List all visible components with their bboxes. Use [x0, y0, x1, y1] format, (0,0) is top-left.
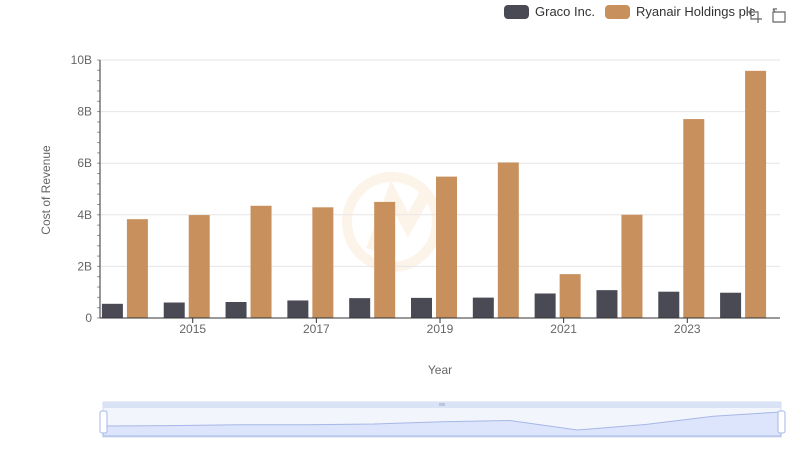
y-axis-label: Cost of Revenue	[39, 145, 53, 235]
bar-ryanair-2020[interactable]	[497, 162, 519, 318]
bar-graco-2019[interactable]	[411, 297, 432, 318]
bar-ryanair-2018[interactable]	[374, 201, 396, 318]
bar-graco-2018[interactable]	[349, 298, 371, 318]
bar-ryanair-2019[interactable]	[436, 176, 457, 318]
x-axis-label: Year	[428, 363, 452, 377]
bar-graco-2024[interactable]	[720, 292, 742, 318]
toolbox	[746, 7, 788, 24]
bar-ryanair-2017[interactable]	[312, 207, 334, 318]
legend-swatch-graco	[504, 4, 529, 19]
y-tick-label: 6B	[77, 156, 92, 170]
bar-graco-2016[interactable]	[225, 302, 247, 318]
legend-label-ryanair: Ryanair Holdings plc	[635, 4, 756, 19]
y-tick-label: 4B	[77, 208, 92, 222]
zoom-preview-area	[102, 411, 782, 437]
legend-item-graco[interactable]: Graco Inc.	[504, 4, 595, 19]
legend-item-ryanair[interactable]: Ryanair Holdings plc	[604, 4, 756, 19]
legend: Graco Inc. Ryanair Holdings plc	[504, 4, 765, 19]
zoom-reset-icon[interactable]	[771, 7, 788, 24]
axes: 0 2B 4B 6B 8B 10B 2015 2017 2019 2021 2023	[71, 53, 780, 336]
bars	[101, 70, 767, 318]
bar-ryanair-2016[interactable]	[250, 205, 272, 318]
bar-ryanair-2014[interactable]	[126, 219, 148, 318]
bar-ryanair-2024[interactable]	[745, 70, 767, 318]
bar-graco-2017[interactable]	[287, 300, 309, 318]
zoom-grip-icon[interactable]	[439, 403, 445, 406]
y-tick-label: 8B	[77, 105, 92, 119]
bar-graco-2014[interactable]	[101, 303, 123, 318]
zoom-handle-left[interactable]	[99, 410, 108, 434]
x-tick-label: 2021	[550, 322, 577, 336]
x-tick-label: 2019	[427, 322, 454, 336]
bar-graco-2021[interactable]	[534, 293, 556, 318]
bar-graco-2022[interactable]	[596, 290, 618, 318]
data-zoom-slider[interactable]	[99, 401, 786, 438]
zoom-select-icon[interactable]	[746, 7, 763, 24]
y-tick-label: 10B	[71, 53, 92, 67]
legend-label-graco: Graco Inc.	[535, 4, 595, 19]
x-tick-label: 2015	[179, 322, 206, 336]
zoom-handle-right[interactable]	[777, 410, 786, 434]
bar-ryanair-2023[interactable]	[683, 119, 705, 318]
bar-graco-2015[interactable]	[163, 302, 185, 318]
bar-graco-2023[interactable]	[658, 291, 680, 318]
bar-ryanair-2021[interactable]	[559, 274, 581, 318]
x-tick-label: 2023	[674, 322, 701, 336]
bar-graco-2020[interactable]	[472, 297, 494, 318]
y-tick-label: 2B	[77, 259, 92, 273]
y-tick-label: 0	[85, 311, 92, 325]
bar-ryanair-2015[interactable]	[188, 215, 210, 318]
x-tick-label: 2017	[303, 322, 330, 336]
bar-ryanair-2022[interactable]	[621, 214, 643, 318]
legend-swatch-ryanair	[604, 4, 630, 19]
